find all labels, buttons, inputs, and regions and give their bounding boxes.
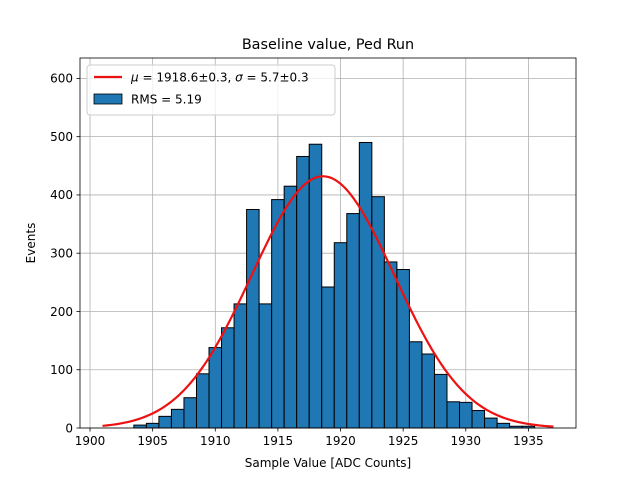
x-axis-ticks: 1900 1905 1910 1915 1920 1925 1930 1935	[75, 428, 544, 448]
x-tick-label: 1905	[137, 434, 168, 448]
y-tick-label: 300	[50, 246, 73, 260]
legend-sigma-text: = 5.7±0.3	[243, 71, 309, 85]
histogram-bar	[258, 303, 273, 429]
histogram-bar	[308, 143, 323, 429]
chart-title: Baseline value, Ped Run	[242, 37, 414, 53]
histogram-bar	[421, 353, 435, 429]
legend-hist-swatch	[93, 93, 123, 105]
gaussian-fit-curve	[102, 175, 554, 428]
histogram-bar	[195, 373, 210, 429]
histogram-bar	[283, 185, 298, 429]
legend-fit-label: μ = 1918.6±0.3, σ = 5.7±0.3	[130, 71, 309, 85]
histogram-bar	[221, 327, 235, 429]
legend: μ = 1918.6±0.3, σ = 5.7±0.3 RMS = 5.19	[86, 64, 336, 116]
histogram-bar	[446, 401, 461, 429]
x-tick-label: 1900	[75, 434, 106, 448]
histogram-bar	[459, 401, 473, 429]
histogram-bar	[208, 347, 223, 429]
x-tick-label: 1920	[325, 434, 356, 448]
y-tick-label: 600	[50, 72, 73, 86]
histogram-bar	[358, 141, 373, 429]
legend-mu-text: = 1918.6±0.3,	[139, 71, 235, 85]
histogram-bar	[496, 422, 511, 429]
legend-sigma-symbol: σ	[235, 71, 243, 85]
histogram-bar	[408, 341, 423, 429]
histogram-bar	[346, 213, 360, 429]
histogram-bar	[145, 422, 160, 429]
y-axis-label: Events	[24, 223, 38, 264]
x-tick-label: 1925	[388, 434, 419, 448]
axes-frame	[79, 57, 577, 429]
legend-box	[86, 64, 336, 116]
y-tick-label: 200	[50, 305, 73, 319]
legend-mu-symbol: μ	[130, 71, 139, 85]
y-tick-label: 100	[50, 363, 73, 377]
histogram-bar	[471, 410, 486, 429]
histogram-bar	[433, 373, 448, 429]
histogram-bar	[183, 397, 197, 429]
y-tick-label: 500	[50, 130, 73, 144]
histogram-bar	[321, 286, 335, 429]
histogram-bar	[383, 261, 398, 429]
histogram-bar	[271, 199, 285, 429]
histogram-bar	[333, 242, 348, 429]
histogram-bar	[246, 208, 260, 429]
x-tick-label: 1930	[451, 434, 482, 448]
y-tick-label: 400	[50, 188, 73, 202]
legend-hist-label: RMS = 5.19	[131, 93, 202, 107]
histogram-bar	[133, 424, 147, 429]
y-tick-label: 0	[65, 421, 73, 435]
histogram-bars	[133, 141, 536, 429]
histogram-bar	[233, 303, 248, 429]
x-tick-label: 1910	[200, 434, 231, 448]
histogram-bar	[158, 415, 172, 429]
histogram-bar	[296, 155, 310, 429]
x-tick-label: 1935	[513, 434, 544, 448]
histogram-bar	[484, 417, 498, 429]
y-axis-ticks: 0 100 200 300 400 500 600	[50, 72, 80, 435]
x-axis-label: Sample Value [ADC Counts]	[245, 456, 411, 470]
x-tick-label: 1915	[263, 434, 294, 448]
histogram-bar	[170, 408, 185, 429]
